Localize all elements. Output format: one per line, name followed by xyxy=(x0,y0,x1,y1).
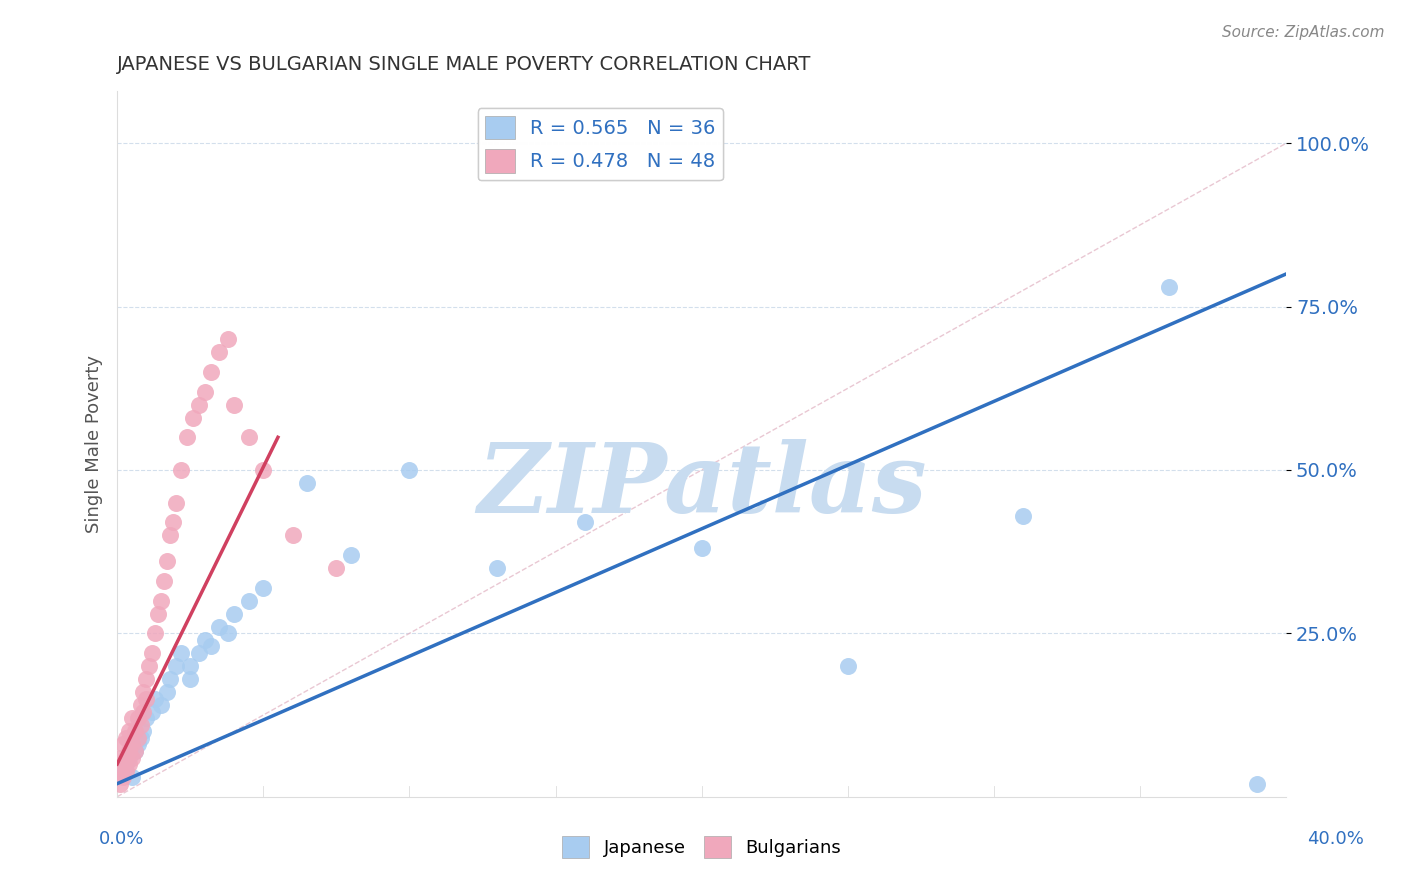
Point xyxy=(127,711,149,725)
Point xyxy=(108,764,131,778)
Point xyxy=(156,554,179,568)
Point xyxy=(129,718,152,732)
Point xyxy=(118,724,141,739)
Point xyxy=(170,463,193,477)
Point xyxy=(238,430,260,444)
Point xyxy=(112,757,135,772)
Point xyxy=(837,659,859,673)
Point xyxy=(124,744,146,758)
Point xyxy=(150,593,173,607)
Point xyxy=(252,463,274,477)
Point xyxy=(179,659,201,673)
Point xyxy=(129,698,152,713)
Point xyxy=(115,757,138,772)
Point xyxy=(208,620,231,634)
Point xyxy=(138,659,160,673)
Point xyxy=(340,548,363,562)
Point xyxy=(574,515,596,529)
Point xyxy=(159,528,181,542)
Point xyxy=(135,672,157,686)
Point xyxy=(129,731,152,745)
Point xyxy=(1159,280,1181,294)
Text: Source: ZipAtlas.com: Source: ZipAtlas.com xyxy=(1222,25,1385,40)
Point xyxy=(690,541,713,556)
Point xyxy=(188,398,211,412)
Point xyxy=(486,561,509,575)
Point xyxy=(325,561,347,575)
Text: 40.0%: 40.0% xyxy=(1308,830,1364,847)
Point xyxy=(132,705,155,719)
Point xyxy=(150,698,173,713)
Point xyxy=(398,463,420,477)
Point xyxy=(217,332,239,346)
Point xyxy=(127,738,149,752)
Point xyxy=(112,764,135,778)
Point xyxy=(127,731,149,745)
Point xyxy=(179,672,201,686)
Point xyxy=(124,744,146,758)
Point xyxy=(170,646,193,660)
Point xyxy=(108,777,131,791)
Point xyxy=(165,496,187,510)
Y-axis label: Single Male Poverty: Single Male Poverty xyxy=(86,355,103,533)
Point xyxy=(252,581,274,595)
Text: JAPANESE VS BULGARIAN SINGLE MALE POVERTY CORRELATION CHART: JAPANESE VS BULGARIAN SINGLE MALE POVERT… xyxy=(117,55,811,74)
Point xyxy=(118,744,141,758)
Point xyxy=(141,705,163,719)
Point xyxy=(1012,508,1035,523)
Point xyxy=(115,764,138,778)
Point xyxy=(176,430,198,444)
Point xyxy=(143,691,166,706)
Point xyxy=(146,607,169,621)
Point xyxy=(121,750,143,764)
Point xyxy=(135,711,157,725)
Point xyxy=(124,724,146,739)
Point xyxy=(188,646,211,660)
Point xyxy=(208,345,231,359)
Legend: R = 0.565   N = 36, R = 0.478   N = 48: R = 0.565 N = 36, R = 0.478 N = 48 xyxy=(478,108,723,180)
Point xyxy=(108,750,131,764)
Point xyxy=(194,384,217,399)
Point xyxy=(121,711,143,725)
Point xyxy=(194,632,217,647)
Point xyxy=(200,365,222,379)
Point xyxy=(143,626,166,640)
Point xyxy=(165,659,187,673)
Point xyxy=(135,691,157,706)
Point xyxy=(141,646,163,660)
Point xyxy=(156,685,179,699)
Point xyxy=(153,574,176,588)
Point xyxy=(132,685,155,699)
Point xyxy=(159,672,181,686)
Point xyxy=(132,724,155,739)
Point xyxy=(217,626,239,640)
Point xyxy=(200,640,222,654)
Point xyxy=(121,738,143,752)
Text: 0.0%: 0.0% xyxy=(98,830,143,847)
Point xyxy=(121,770,143,784)
Text: ZIPatlas: ZIPatlas xyxy=(477,439,927,533)
Point xyxy=(181,410,204,425)
Point xyxy=(222,398,245,412)
Point xyxy=(115,750,138,764)
Point xyxy=(281,528,304,542)
Point xyxy=(222,607,245,621)
Point xyxy=(238,593,260,607)
Point xyxy=(112,738,135,752)
Point xyxy=(112,770,135,784)
Point xyxy=(295,476,318,491)
Point xyxy=(162,515,184,529)
Point xyxy=(118,750,141,764)
Point xyxy=(1246,777,1268,791)
Point xyxy=(115,731,138,745)
Point xyxy=(118,757,141,772)
